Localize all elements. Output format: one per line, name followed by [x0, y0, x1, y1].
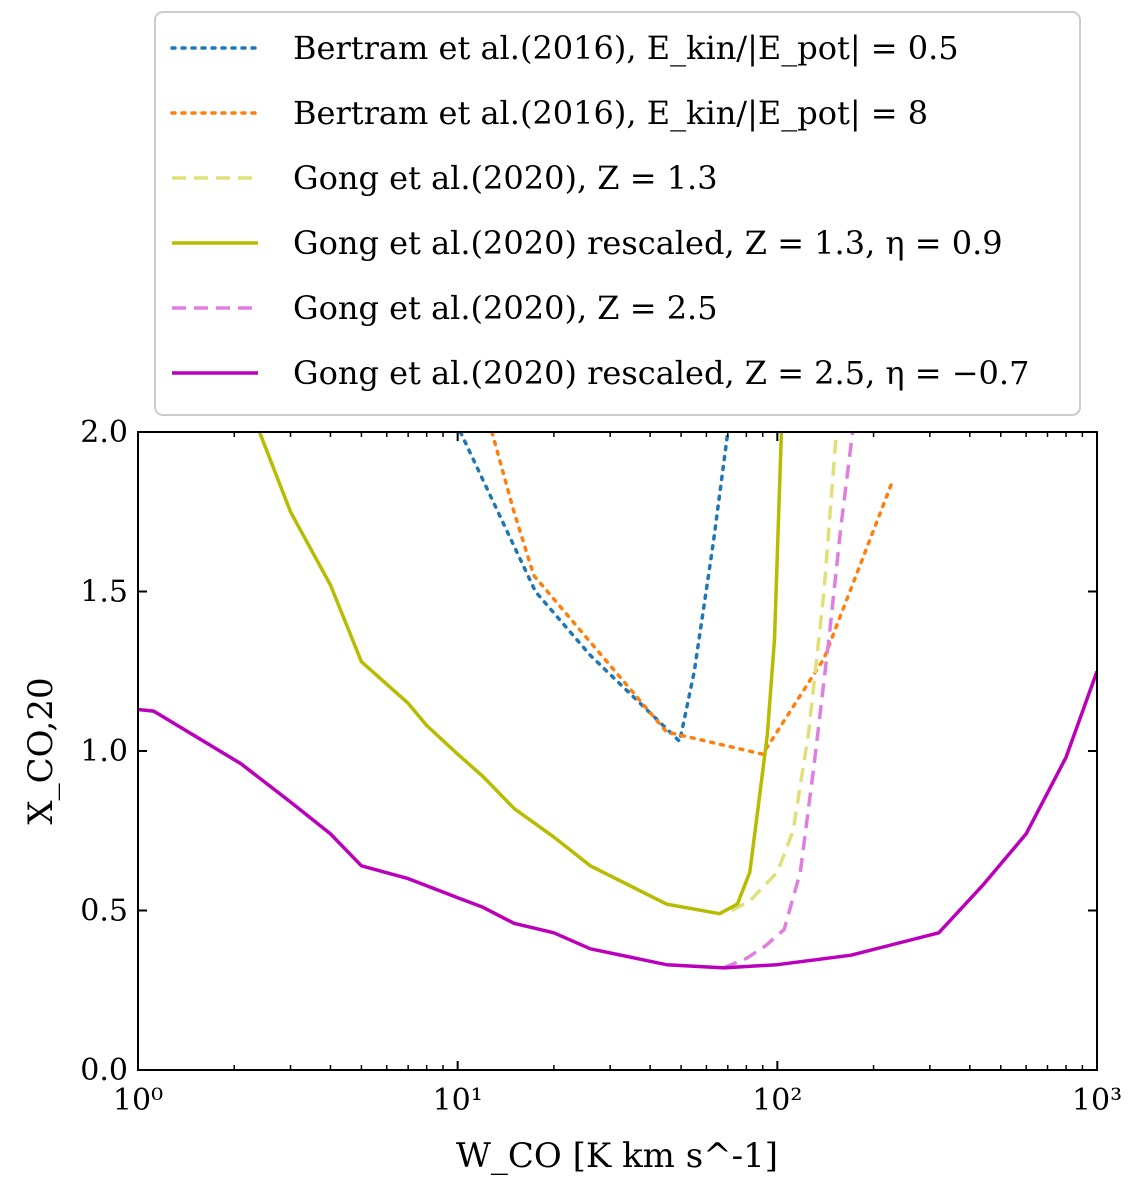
x-tick-label: 10² [752, 1083, 802, 1118]
y-tick-label: 1.0 [80, 734, 128, 769]
series-line-2 [490, 432, 895, 756]
series-line-1 [458, 432, 730, 744]
svg-text:W_CO [K km s^-1]: W_CO [K km s^-1] [456, 1136, 778, 1176]
legend-entry-5: Gong et al.(2020), Z = 2.5 [172, 289, 718, 327]
plot-area: 10⁰ 10¹ 10² 10³ 0.0 0.5 1.0 1.5 2.0 [80, 415, 1122, 1118]
legend-label: Gong et al.(2020) rescaled, Z = 1.3, η =… [293, 224, 1003, 262]
y-tick-label: 0.5 [80, 894, 128, 929]
legend: Bertram et al.(2016), E_kin/|E_pot| = 0.… [154, 11, 1081, 416]
legend-label: Gong et al.(2020), Z = 2.5 [293, 289, 718, 327]
plot-frame [137, 431, 1098, 1071]
y-tick-label: 0.0 [80, 1053, 128, 1088]
legend-entry-4: Gong et al.(2020) rescaled, Z = 1.3, η =… [172, 224, 1003, 262]
legend-label: Bertram et al.(2016), E_kin/|E_pot| = 8 [293, 94, 928, 132]
legend-label: Gong et al.(2020), Z = 1.3 [293, 159, 718, 197]
legend-entry-2: Bertram et al.(2016), E_kin/|E_pot| = 8 [170, 94, 928, 132]
x-tick-label: 10⁰ [113, 1083, 163, 1118]
y-axis-title: X_CO,20 [21, 677, 61, 824]
x-axis-title: W_CO [K km s^-1] [456, 1136, 778, 1176]
series-line-3 [730, 432, 839, 913]
x-tick-label: 10³ [1072, 1083, 1122, 1118]
series-line-6 [138, 670, 1097, 970]
series-line-5 [723, 432, 855, 970]
legend-label: Bertram et al.(2016), E_kin/|E_pot| = 0.… [293, 29, 959, 67]
legend-entry-1: Bertram et al.(2016), E_kin/|E_pot| = 0.… [170, 29, 959, 67]
series-line-4 [257, 432, 784, 916]
y-tick-label: 1.5 [80, 575, 128, 610]
legend-entry-6: Gong et al.(2020) rescaled, Z = 2.5, η =… [172, 354, 1029, 392]
legend-box [154, 11, 1081, 416]
svg-text:X_CO,20: X_CO,20 [21, 677, 61, 824]
x-tick-label: 10¹ [433, 1083, 483, 1118]
legend-label: Gong et al.(2020) rescaled, Z = 2.5, η =… [293, 354, 1029, 392]
y-tick-label: 2.0 [80, 415, 128, 450]
legend-entry-3: Gong et al.(2020), Z = 1.3 [172, 159, 718, 197]
